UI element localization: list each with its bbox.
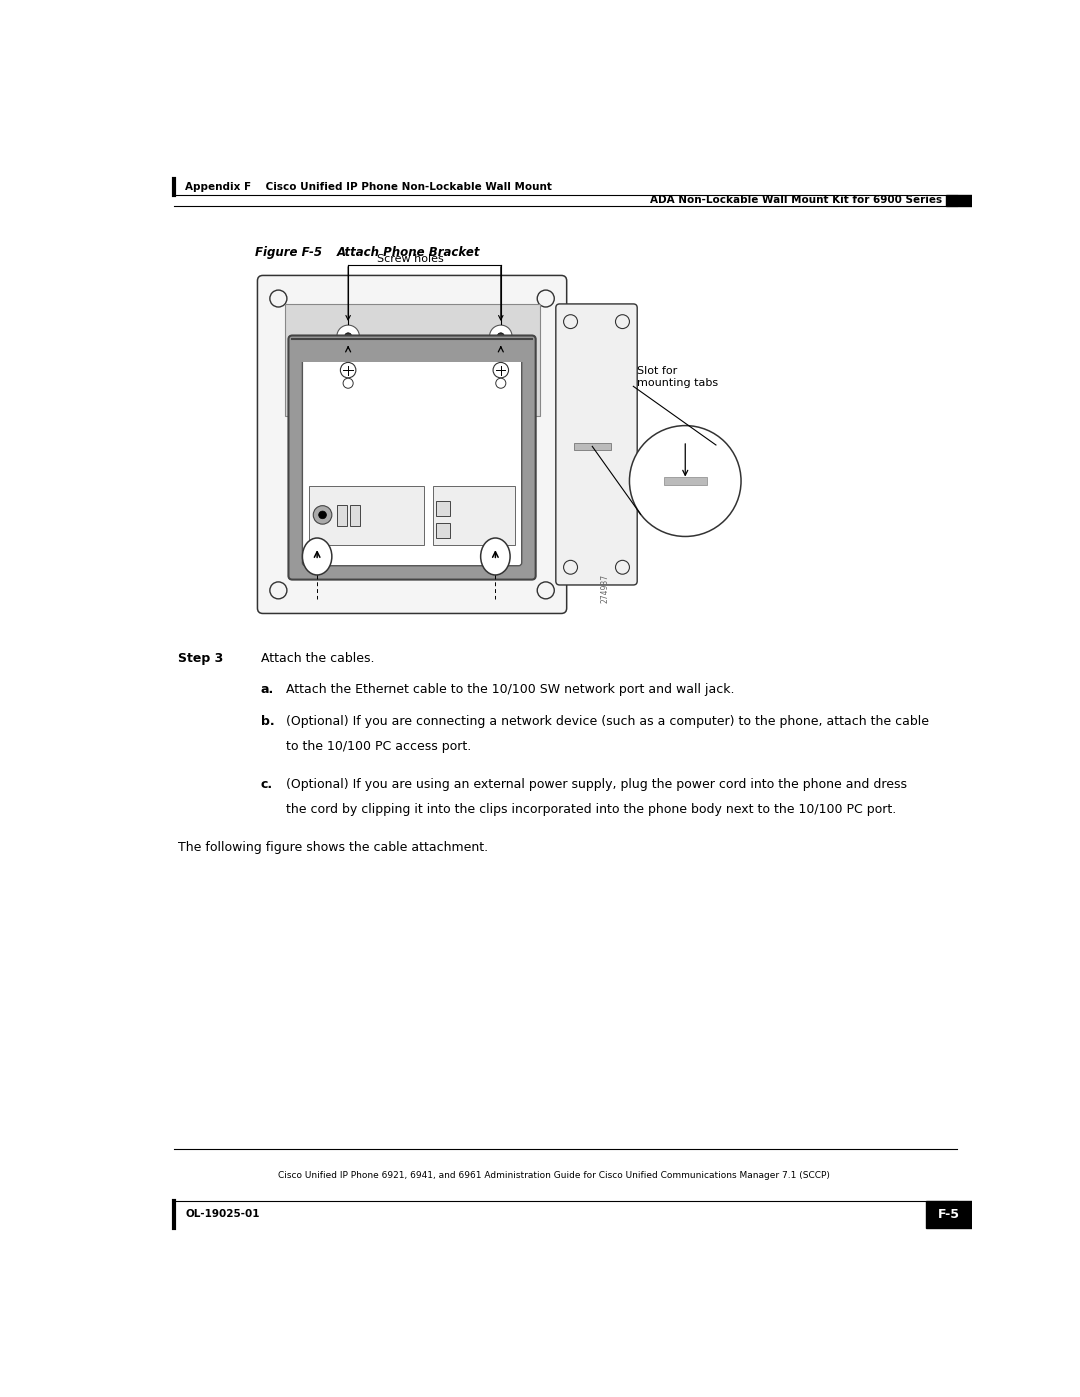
Text: Appendix F    Cisco Unified IP Phone Non-Lockable Wall Mount: Appendix F Cisco Unified IP Phone Non-Lo… [186,182,552,191]
Text: a.: a. [260,683,274,696]
Circle shape [630,426,741,536]
Circle shape [343,379,353,388]
Circle shape [616,560,630,574]
Text: to the 10/100 PC access port.: to the 10/100 PC access port. [286,740,471,753]
Bar [573,443,611,450]
Bar [436,502,450,517]
Bar [350,504,360,527]
Circle shape [616,314,630,328]
Circle shape [494,362,509,377]
Circle shape [270,291,287,307]
Ellipse shape [302,538,332,576]
Text: Attach Phone Bracket: Attach Phone Bracket [337,246,480,260]
Text: b.: b. [260,715,274,728]
Circle shape [337,326,360,348]
Circle shape [564,314,578,328]
Text: Figure F-5: Figure F-5 [255,246,322,260]
Text: c.: c. [260,778,272,791]
Text: the cord by clipping it into the clips incorporated into the phone body next to : the cord by clipping it into the clips i… [286,803,896,816]
Bar [926,1201,972,1228]
Bar [284,305,540,415]
Bar [664,478,706,485]
Bar [436,522,450,538]
Text: Attach the Ethernet cable to the 10/100 SW network port and wall jack.: Attach the Ethernet cable to the 10/100 … [286,683,734,696]
Text: Attach the cables.: Attach the cables. [260,652,374,665]
Circle shape [319,511,326,518]
Text: The following figure shows the cable attachment.: The following figure shows the cable att… [177,841,488,855]
Ellipse shape [481,538,510,576]
Text: Screw holes: Screw holes [377,254,444,264]
Text: Step 3: Step 3 [177,652,222,665]
Circle shape [340,362,356,377]
Circle shape [496,379,505,388]
Bar [337,504,348,527]
Text: 274937: 274937 [600,574,609,602]
FancyBboxPatch shape [257,275,567,613]
FancyBboxPatch shape [288,335,536,580]
Bar [946,194,972,207]
Circle shape [537,583,554,599]
Text: Slot for
mounting tabs: Slot for mounting tabs [637,366,718,388]
Circle shape [489,326,512,348]
Circle shape [564,560,578,574]
Circle shape [497,332,504,339]
FancyBboxPatch shape [302,349,522,566]
Text: ADA Non-Lockable Wall Mount Kit for 6900 Series: ADA Non-Lockable Wall Mount Kit for 6900… [650,196,943,205]
Bar [309,486,424,545]
Bar [293,339,531,362]
Text: (Optional) If you are using an external power supply, plug the power cord into t: (Optional) If you are using an external … [286,778,907,791]
FancyBboxPatch shape [556,305,637,585]
Text: F-5: F-5 [937,1208,960,1221]
Circle shape [313,506,332,524]
Bar [433,486,515,545]
Text: OL-19025-01: OL-19025-01 [186,1210,260,1220]
Circle shape [537,291,554,307]
Text: Cisco Unified IP Phone 6921, 6941, and 6961 Administration Guide for Cisco Unifi: Cisco Unified IP Phone 6921, 6941, and 6… [278,1171,829,1179]
Text: (Optional) If you are connecting a network device (such as a computer) to the ph: (Optional) If you are connecting a netwo… [286,715,929,728]
Circle shape [345,332,352,339]
Circle shape [270,583,287,599]
